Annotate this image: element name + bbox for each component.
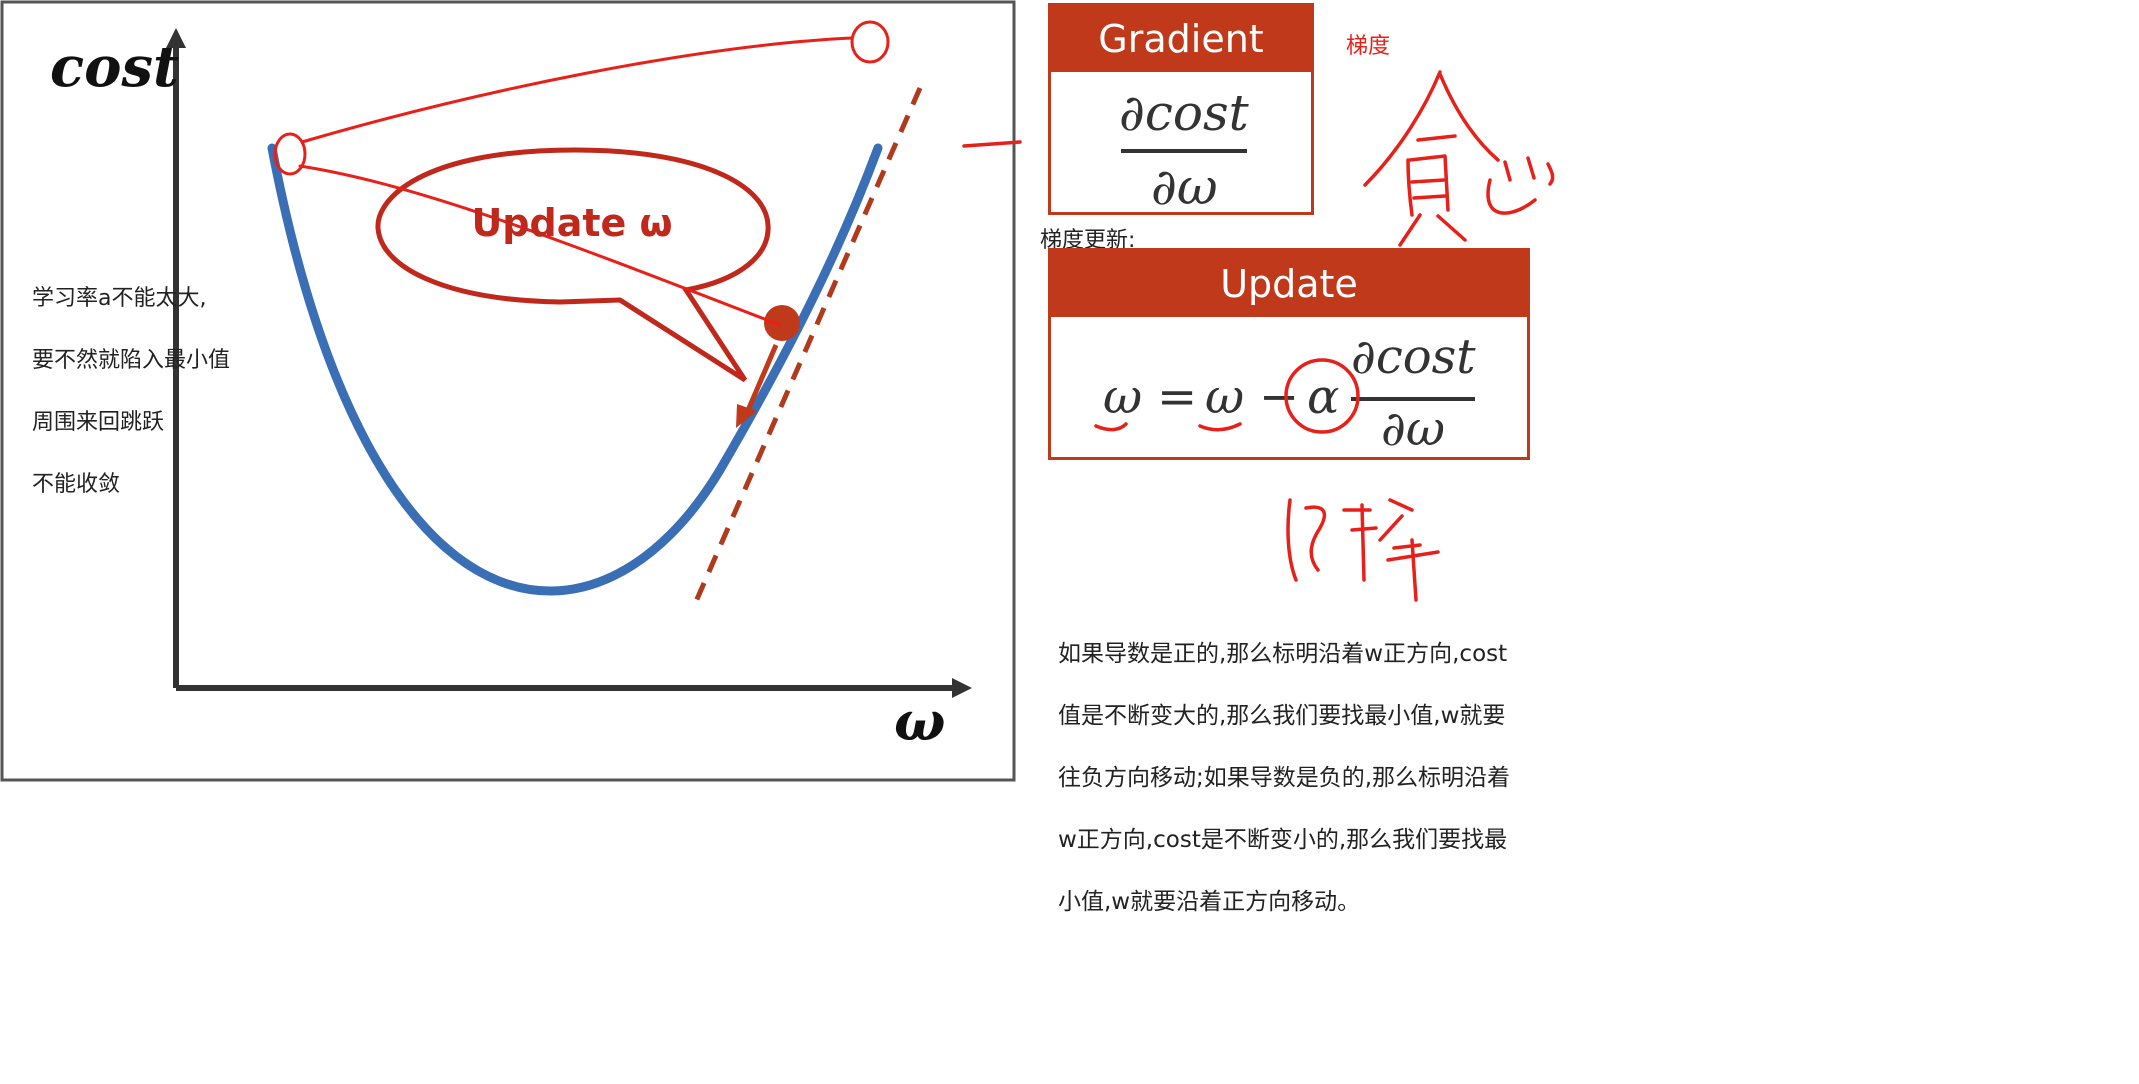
scribble-stroke [1304,505,1327,572]
gradient-side-label: 梯度 [1346,34,1391,59]
x-axis-label: ω [894,689,945,753]
cost-curve-diagram: Update ω cost ω [0,0,1016,782]
step-arrow-head-icon [736,404,757,428]
note-line: 要不然就陷入最小值 [32,348,231,373]
note-line: 学习率a不能太大, [32,286,207,311]
note-line: 周围来回跳跃 [32,410,165,435]
annotation-circle-top-right [850,20,890,64]
tangent-line [691,87,923,607]
annotation-line-to-ball [298,164,782,327]
scribble-stroke [1408,154,1450,212]
update-title: Update [1051,251,1527,317]
scribble-stroke [1398,213,1467,247]
scribble-stroke [1416,134,1457,142]
update-w: ω [1205,369,1245,425]
dash-stroke [962,140,1022,148]
update-denominator: ∂ω [1381,401,1445,457]
explanation-line: 往负方向移动;如果导数是负的,那么标明沿着 [1058,765,1511,791]
gradient-denominator: ∂ω [1151,158,1218,216]
update-numerator: ∂cost [1351,329,1476,385]
gradient-box: Gradient ∂cost ∂ω [1048,3,1314,216]
scribble-stroke [1386,538,1440,602]
scribble-stroke [1342,503,1378,582]
cost-curve [267,143,883,596]
explanation-line: 值是不断变大的,那么我们要找最小值,w就要 [1058,703,1506,729]
alpha-circle [1284,358,1360,434]
gradient-fraction-bar [1121,149,1247,153]
scribble-stroke [1438,72,1500,162]
note-line: 不能收敛 [32,472,121,497]
annotation-line-top [300,36,854,144]
explanation-line: w正方向,cost是不断变小的,那么我们要找最 [1058,827,1508,853]
gradient-numerator: ∂cost [1119,84,1249,142]
y-axis-arrow-icon [166,28,186,48]
handwriting-strokes [962,70,1555,602]
scribble-stroke [1286,498,1298,582]
update-box: Update ω = ω − α ∂cost ∂ω [1048,248,1530,460]
start-point-circle [273,132,307,176]
update-speech-bubble [375,147,771,383]
explanation-line: 小值,w就要沿着正方向移动。 [1058,889,1361,915]
scribble-stroke [1363,70,1442,187]
update-fraction-bar [1351,397,1475,401]
explanation-line: 如果导数是正的,那么标明沿着w正方向,cost [1058,641,1508,667]
update-equals: = [1157,369,1198,425]
underline-stroke [1094,422,1128,432]
current-point-ball [764,305,800,341]
gradient-title: Gradient [1051,6,1311,72]
scribble-stroke [1503,156,1555,186]
underline-stroke [1198,422,1242,432]
bubble-text: Update ω [471,201,672,245]
scribble-stroke [1406,158,1414,217]
update-lhs: ω [1103,369,1143,425]
x-axis-arrow-icon [952,678,972,698]
scribble-stroke [1378,498,1422,550]
learning-rate-note: 学习率a不能太大, 要不然就陷入最小值 周围来回跳跃 不能收敛 [32,252,230,531]
handwritten-annotations [273,20,890,327]
diagram-frame [0,0,1016,782]
scribble-stroke [1410,178,1447,200]
scribble-stroke [1486,178,1537,215]
y-axis-label: cost [50,34,179,100]
derivative-explanation: 如果导数是正的,那么标明沿着w正方向,cost 值是不断变大的,那么我们要找最小… [1058,608,1510,949]
step-arrow-shaft [743,344,779,416]
update-alpha: α [1307,369,1340,425]
